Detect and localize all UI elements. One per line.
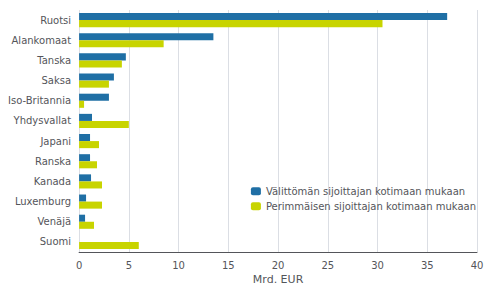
svg-text:25: 25 <box>321 260 334 271</box>
svg-text:30: 30 <box>371 260 384 271</box>
svg-text:Iso-Britannia: Iso-Britannia <box>8 95 71 106</box>
svg-text:Yhdysvallat: Yhdysvallat <box>13 115 72 126</box>
svg-text:Välittömän sijoittajan kotimaa: Välittömän sijoittajan kotimaan mukaan <box>266 186 465 197</box>
svg-text:Mrd. EUR: Mrd. EUR <box>253 273 304 286</box>
svg-text:Venäjä: Venäjä <box>38 216 72 227</box>
svg-text:Japani: Japani <box>39 136 71 147</box>
svg-text:15: 15 <box>222 260 235 271</box>
svg-text:Ranska: Ranska <box>35 156 71 167</box>
svg-text:Kanada: Kanada <box>34 176 71 187</box>
svg-text:Suomi: Suomi <box>40 236 71 247</box>
svg-text:10: 10 <box>172 260 185 271</box>
svg-text:Tanska: Tanska <box>36 55 71 66</box>
svg-text:20: 20 <box>272 260 285 271</box>
svg-text:Ruotsi: Ruotsi <box>40 15 71 26</box>
svg-text:Perimmäisen sijoittajan kotima: Perimmäisen sijoittajan kotimaan mukaan <box>266 201 476 212</box>
svg-text:Luxemburg: Luxemburg <box>15 196 71 207</box>
svg-text:35: 35 <box>421 260 434 271</box>
svg-text:0: 0 <box>76 260 82 271</box>
svg-text:Alankomaat: Alankomaat <box>12 35 72 46</box>
svg-text:5: 5 <box>126 260 132 271</box>
svg-text:40: 40 <box>471 260 484 271</box>
svg-text:Saksa: Saksa <box>41 75 71 86</box>
